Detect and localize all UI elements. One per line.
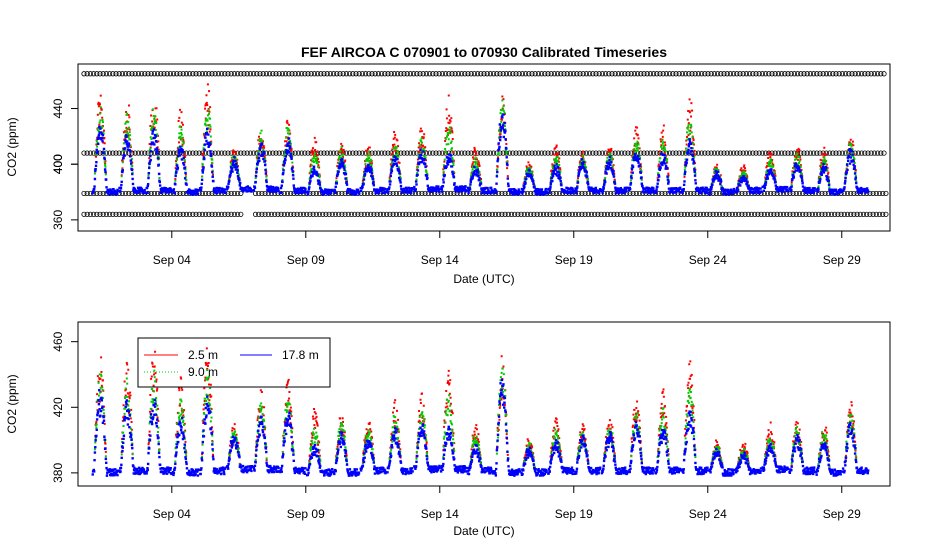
top-x-tick-label: Sep 19: [555, 253, 593, 267]
bottom-x-axis-label: Date (UTC): [453, 524, 514, 538]
top-x-tick-label: Sep 09: [287, 253, 325, 267]
top-x-tick-label: Sep 14: [421, 253, 459, 267]
top-x-tick-label: Sep 24: [689, 253, 727, 267]
bottom-panel-points: [91, 347, 870, 477]
bottom-x-tick-label: Sep 24: [689, 507, 727, 521]
bottom-panel: Sep 04 Sep 09 Sep 14 Sep 19 Sep 24 Sep 2…: [5, 321, 891, 538]
bottom-y-tick-label: 380: [51, 463, 65, 483]
legend-label-2-5m: 2.5 m: [188, 348, 218, 362]
top-plot-frame: [77, 63, 891, 232]
series-17-8m-points: [91, 378, 870, 477]
top-y-axis: 360 400 400 440: [51, 98, 78, 230]
top-x-tick-label: Sep 04: [153, 253, 191, 267]
top-y-tick-label: 400: [51, 154, 65, 174]
bottom-x-tick-label: Sep 29: [823, 507, 861, 521]
bottom-x-tick-label: Sep 14: [421, 507, 459, 521]
top-panel: Sep 04 Sep 09 Sep 14 Sep 19 Sep 24 Sep 2…: [5, 63, 891, 286]
chart-title: FEF AIRCOA C 070901 to 070930 Calibrated…: [301, 44, 667, 60]
legend-label-9-0m: 9.0 m: [188, 365, 218, 379]
series-17-8m-points: [91, 113, 870, 196]
bottom-x-tick-label: Sep 04: [153, 507, 191, 521]
bottom-y-axis: 380 420 460: [51, 331, 78, 483]
top-x-axis-label: Date (UTC): [453, 272, 514, 286]
top-y-tick-label: 440: [51, 98, 65, 118]
bottom-x-tick-label: Sep 09: [287, 507, 325, 521]
reference-line-5: [252, 211, 889, 217]
reference-line-0: [81, 71, 887, 77]
bottom-y-tick-label: 460: [51, 331, 65, 351]
bottom-x-tick-label: Sep 19: [555, 507, 593, 521]
top-y-tick-label: 400: [51, 154, 65, 174]
top-y-axis-label: CO2 (ppm): [5, 117, 19, 176]
top-panel-points: [81, 71, 889, 217]
bottom-y-tick-label: 420: [51, 397, 65, 417]
bottom-y-axis-label: CO2 (ppm): [5, 374, 19, 433]
top-x-axis: Sep 04 Sep 09 Sep 14 Sep 19 Sep 24 Sep 2…: [153, 231, 861, 267]
legend-label-17-8m: 17.8 m: [282, 348, 319, 362]
top-x-tick-label: Sep 29: [823, 253, 861, 267]
top-y-tick-label: 360: [51, 210, 65, 230]
bottom-x-axis: Sep 04 Sep 09 Sep 14 Sep 19 Sep 24 Sep 2…: [153, 486, 861, 521]
reference-line-4: [81, 211, 244, 217]
legend: 2.5 m 9.0 m 17.8 m: [137, 337, 331, 388]
legend-box: [137, 337, 331, 388]
bottom-plot-frame: [77, 321, 891, 487]
